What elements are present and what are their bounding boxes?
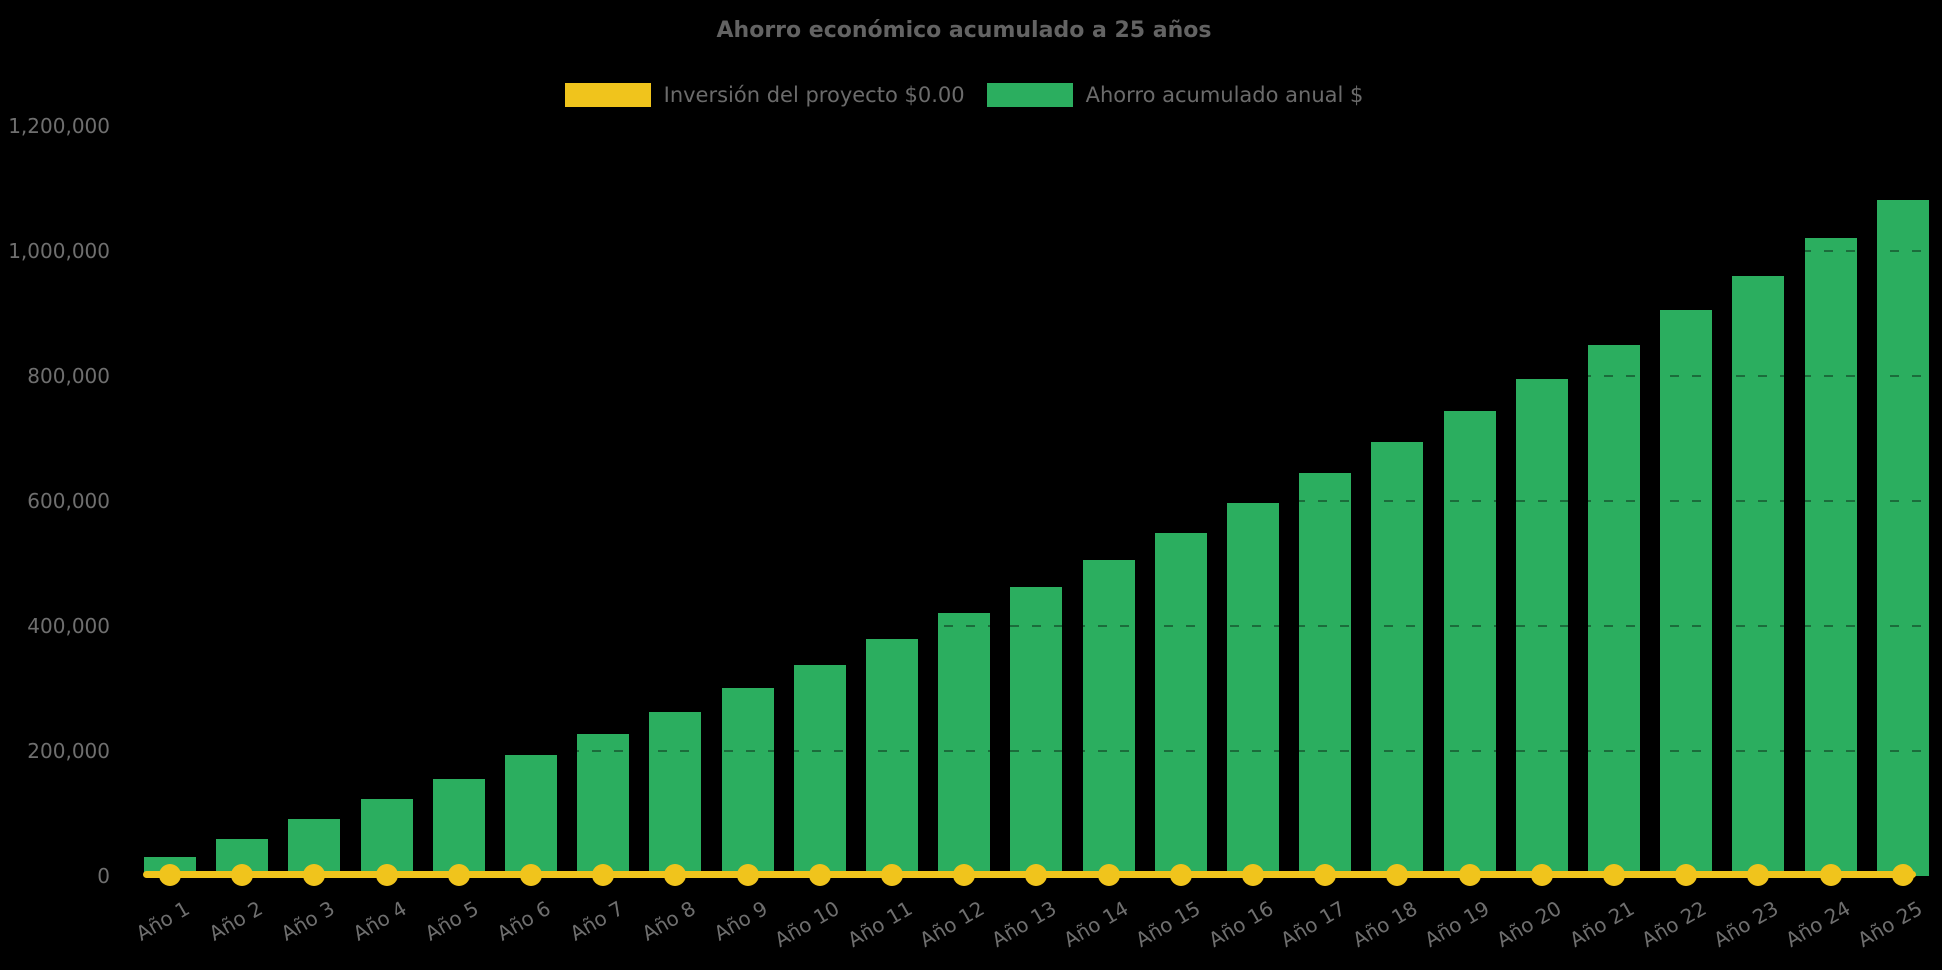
- bar-año-11: [866, 639, 918, 876]
- bar-año-15: [1154, 532, 1207, 876]
- investment-marker: [1675, 864, 1698, 886]
- x-axis-tick-label: Año 21: [1565, 896, 1638, 952]
- x-axis-tick-label: Año 1: [132, 896, 194, 946]
- gridline: [130, 625, 1933, 627]
- bar-año-16: [1227, 502, 1279, 876]
- gridline: [130, 500, 1933, 502]
- investment-marker: [1169, 864, 1192, 886]
- bar-año-13: [1010, 587, 1063, 876]
- investment-marker: [1386, 864, 1409, 886]
- gridline: [130, 125, 1933, 127]
- y-axis-tick-label: 1,000,000: [8, 239, 110, 263]
- x-axis-tick-label: Año 25: [1853, 896, 1927, 952]
- x-axis-tick-label: Año 24: [1781, 896, 1855, 952]
- bar-año-23: [1732, 276, 1785, 876]
- y-axis-tick-label: 1,200,000: [8, 114, 110, 138]
- x-axis-tick-label: Año 19: [1420, 896, 1494, 952]
- investment-marker: [1097, 864, 1120, 886]
- ahorro-color-swatch: [986, 83, 1073, 107]
- investment-marker: [159, 864, 181, 886]
- investment-marker: [881, 864, 903, 886]
- x-axis-tick-label: Año 22: [1637, 896, 1711, 952]
- x-axis-tick-label: Año 3: [276, 896, 339, 946]
- x-axis-tick-label: Año 16: [1204, 896, 1277, 952]
- investment-marker: [1314, 864, 1337, 886]
- investment-marker: [1891, 864, 1914, 886]
- investment-marker: [520, 864, 542, 886]
- bar-año-20: [1515, 379, 1568, 876]
- y-axis-tick-label: 800,000: [27, 364, 110, 388]
- investment-marker: [1025, 864, 1048, 886]
- investment-marker: [736, 864, 759, 886]
- gridline: [130, 250, 1933, 252]
- x-axis-tick-label: Año 14: [1059, 896, 1133, 952]
- investment-marker: [592, 864, 615, 886]
- investment-marker: [447, 864, 470, 886]
- legend-label-ahorro: Ahorro acumulado anual $: [1085, 83, 1364, 107]
- bar-año-12: [938, 612, 991, 876]
- x-axis-tick-label: Año 5: [420, 896, 483, 946]
- x-axis-tick-label: Año 7: [565, 896, 628, 946]
- investment-marker: [1530, 864, 1553, 886]
- bar-año-24: [1804, 237, 1857, 876]
- gridline: [130, 375, 1933, 377]
- x-axis-tick-label: Año 6: [493, 896, 555, 946]
- investment-marker: [231, 864, 254, 886]
- bar-año-8: [649, 712, 702, 876]
- y-axis-tick-label: 400,000: [27, 614, 110, 638]
- investment-marker: [953, 864, 976, 886]
- x-axis-tick-label: Año 9: [709, 896, 772, 946]
- bar-año-17: [1299, 472, 1352, 876]
- chart-title: Ahorro económico acumulado a 25 años: [716, 18, 1212, 43]
- investment-marker: [375, 864, 398, 886]
- x-axis-tick-label: Año 17: [1276, 896, 1350, 952]
- bar-año-21: [1588, 344, 1640, 876]
- x-axis-tick-label: Año 20: [1492, 896, 1566, 952]
- investment-marker: [1603, 864, 1625, 886]
- bar-año-5: [432, 778, 485, 876]
- x-axis-tick-label: Año 18: [1348, 896, 1422, 952]
- investment-marker: [664, 864, 687, 886]
- legend-label-inversion: Inversión del proyecto $0.00: [663, 83, 965, 107]
- investment-marker: [808, 864, 831, 886]
- investment-marker: [1747, 864, 1770, 886]
- gridline: [130, 750, 1933, 752]
- bar-año-6: [505, 755, 557, 876]
- investment-marker: [303, 864, 326, 886]
- legend-item-inversion: Inversión del proyecto $0.00: [564, 82, 965, 108]
- bar-año-9: [721, 687, 774, 876]
- bar-año-22: [1660, 309, 1713, 876]
- x-axis-tick-label: Año 12: [915, 896, 989, 952]
- x-axis-tick-label: Año 13: [987, 896, 1061, 952]
- investment-marker: [1242, 864, 1264, 886]
- x-axis-tick-label: Año 10: [770, 896, 844, 952]
- x-axis-tick-label: Año 4: [348, 896, 411, 946]
- inversion-color-swatch: [564, 83, 651, 107]
- bar-año-10: [793, 664, 846, 876]
- bar-año-7: [577, 734, 630, 876]
- bar-año-19: [1443, 411, 1496, 876]
- y-axis-tick-label: 600,000: [27, 489, 110, 513]
- legend-item-ahorro: Ahorro acumulado anual $: [986, 82, 1364, 108]
- legend: Inversión del proyecto $0.00 Ahorro acum…: [0, 82, 1928, 108]
- y-axis-tick-label: 200,000: [27, 739, 110, 763]
- x-axis-tick-label: Año 2: [204, 896, 267, 946]
- bar-año-25: [1876, 199, 1929, 876]
- bar-año-4: [360, 799, 413, 876]
- x-axis-tick-label: Año 11: [843, 896, 916, 952]
- bar-año-14: [1082, 559, 1135, 876]
- investment-marker: [1458, 864, 1481, 886]
- y-axis-tick-label: 0: [97, 864, 110, 888]
- x-axis-tick-label: Año 15: [1131, 896, 1205, 952]
- investment-marker: [1819, 864, 1842, 886]
- x-axis-tick-label: Año 8: [637, 896, 700, 946]
- bar-año-18: [1371, 442, 1424, 876]
- x-axis-tick-label: Año 23: [1709, 896, 1783, 952]
